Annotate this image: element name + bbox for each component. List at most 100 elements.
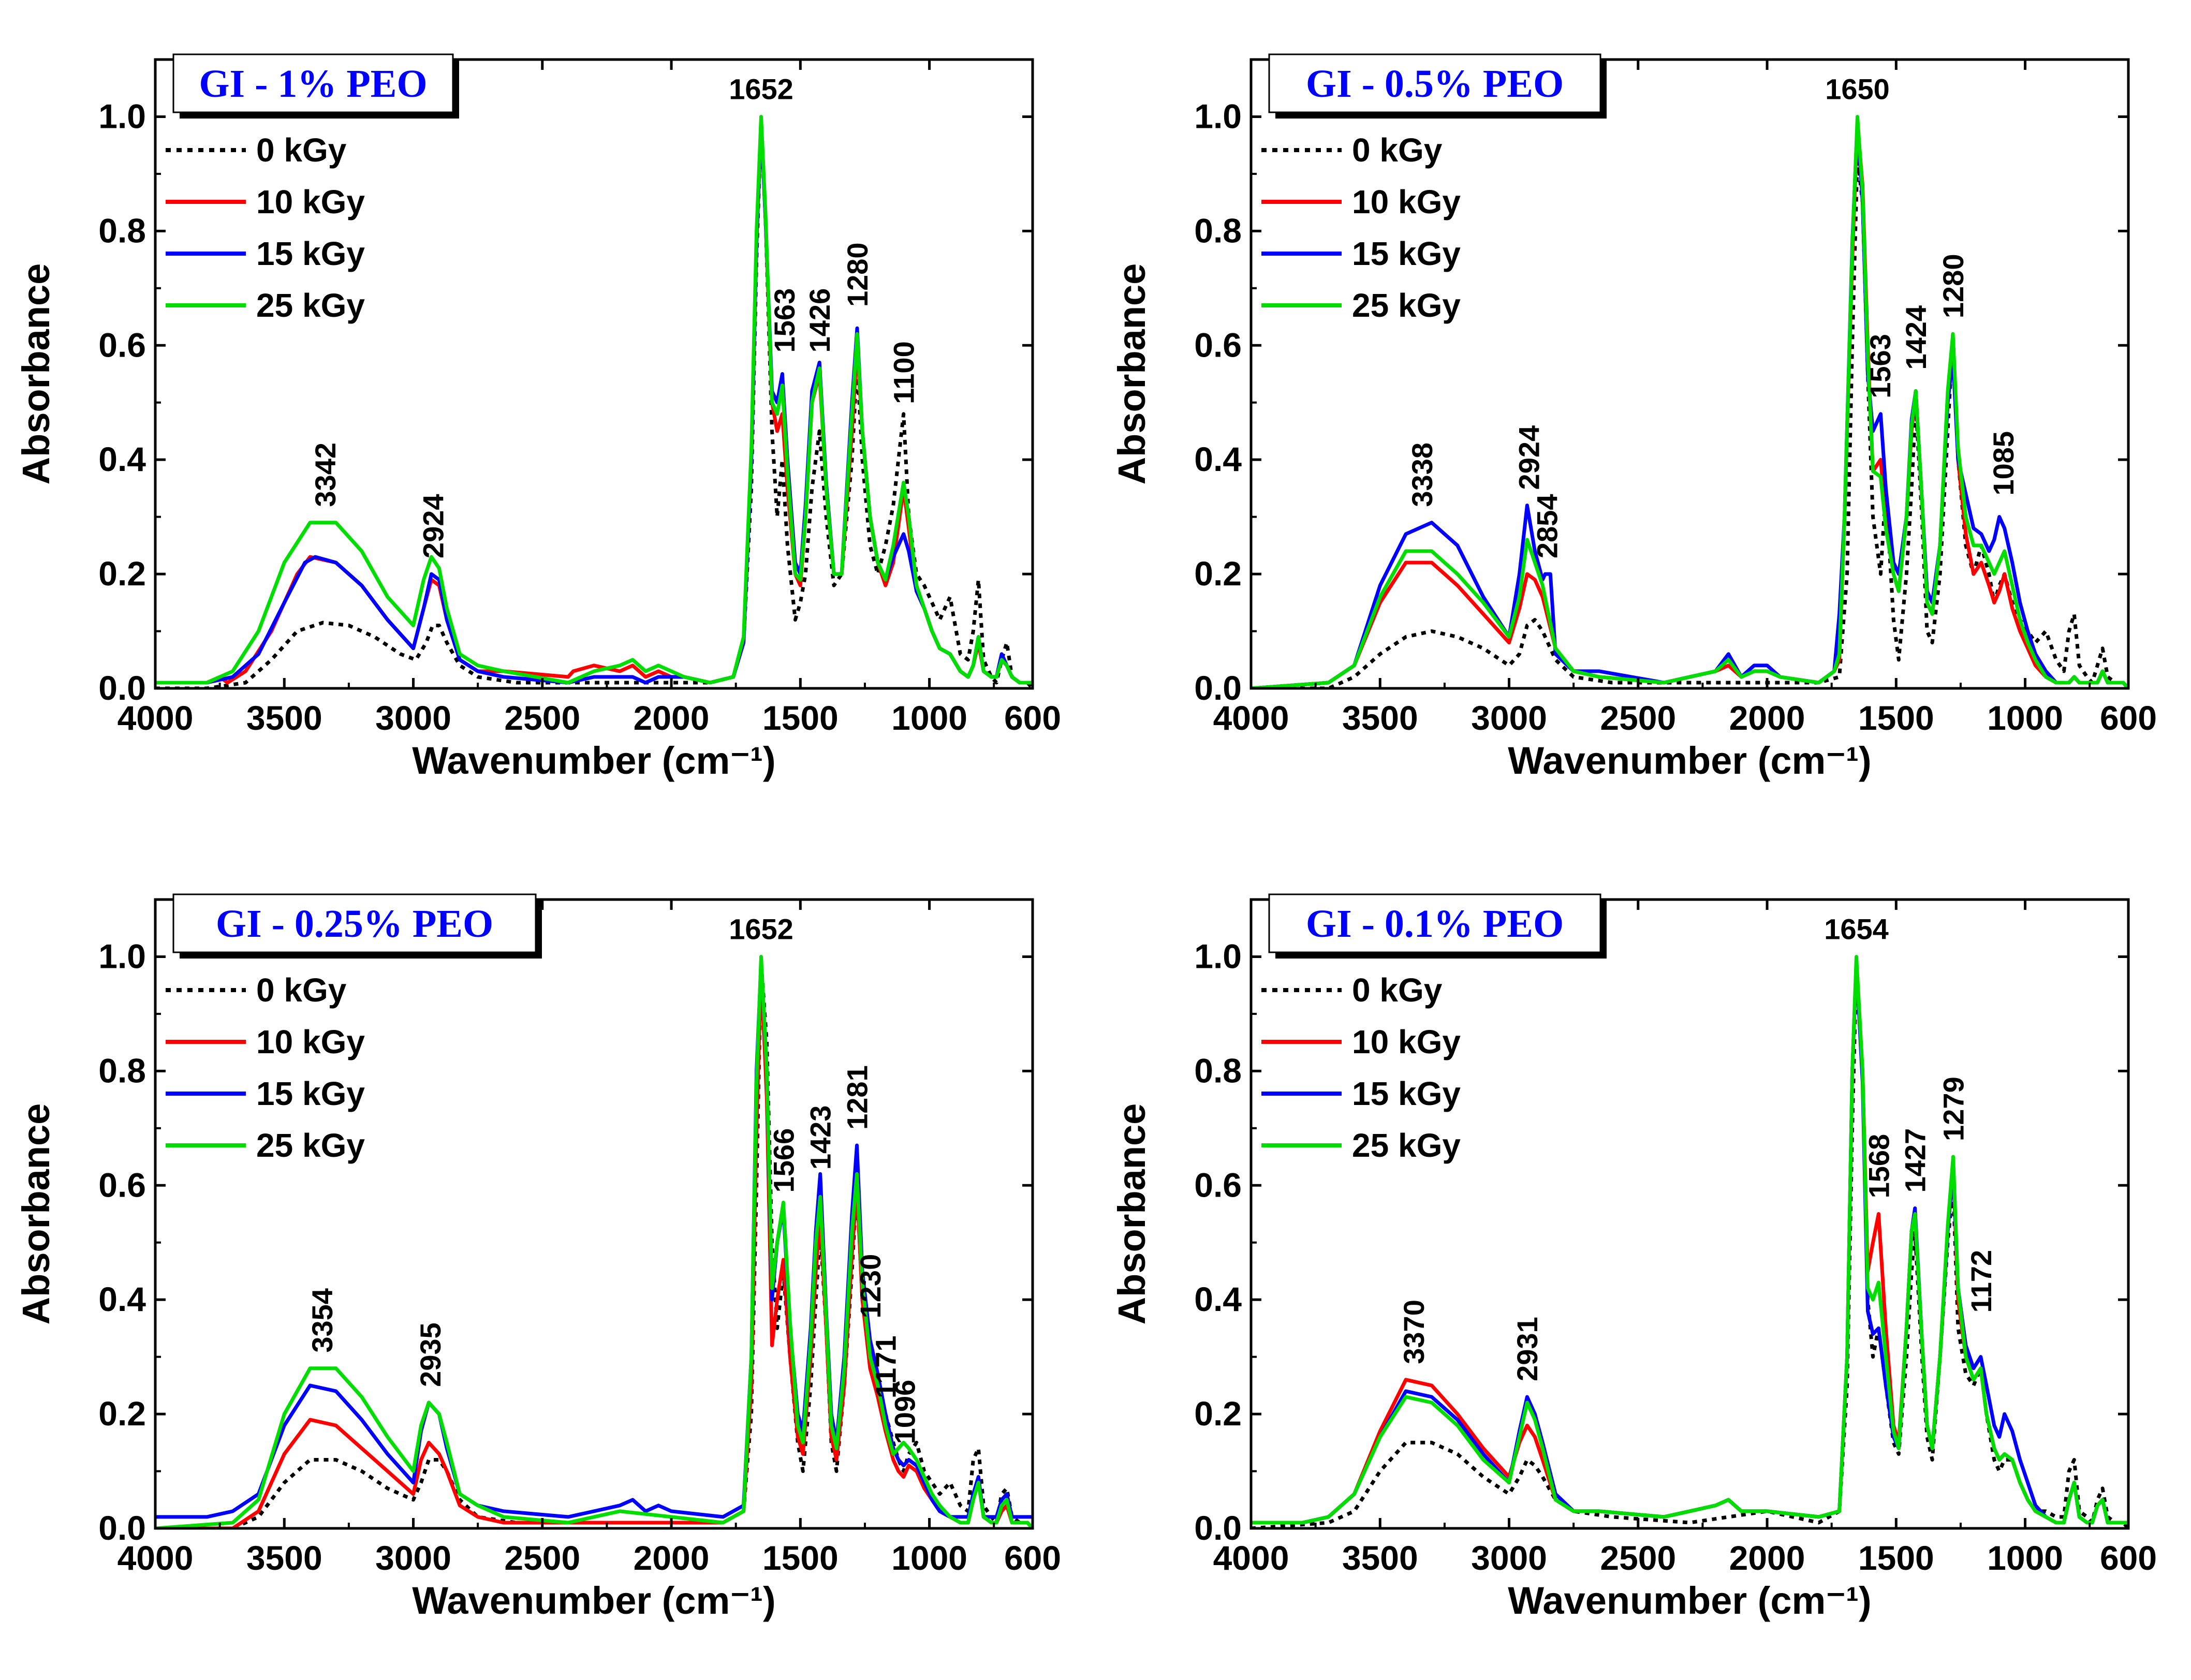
legend-label: 0 kGy	[256, 131, 347, 169]
peak-label: 1426	[803, 288, 836, 353]
peak-label: 3354	[306, 1288, 339, 1353]
y-tick-label: 0.4	[1194, 440, 1242, 478]
y-tick-label: 0.8	[98, 211, 146, 249]
x-tick-label: 3000	[1471, 699, 1547, 737]
series-line-0-kgy	[1251, 155, 2128, 688]
y-tick-label: 0.0	[98, 1509, 146, 1547]
x-tick-label: 3500	[246, 699, 322, 737]
peak-label: 1100	[888, 341, 920, 404]
legend-label: 10 kGy	[1352, 1023, 1461, 1060]
peak-label: 1280	[841, 242, 874, 307]
x-tick-label: 1500	[762, 699, 839, 737]
legend-label: 25 kGy	[1352, 1127, 1461, 1164]
y-tick-label: 0.2	[98, 554, 146, 593]
y-tick-label: 0.2	[1194, 1394, 1242, 1433]
plot-frame	[1249, 58, 2130, 690]
y-tick-label: 1.0	[1194, 97, 1242, 135]
legend-label: 25 kGy	[256, 287, 365, 324]
peak-label: 1424	[1900, 305, 1932, 370]
peak-label: 1652	[729, 912, 793, 945]
chart-title: GI - 0.1% PEO	[1306, 902, 1564, 946]
series-line-0-kgy	[155, 961, 1033, 1528]
legend-label: 10 kGy	[1352, 183, 1461, 220]
x-tick-label: 3000	[375, 699, 451, 737]
y-tick-label: 0.4	[1194, 1280, 1242, 1318]
peak-label: 2924	[1512, 425, 1545, 490]
peak-label: 1566	[767, 1128, 800, 1193]
x-tick-label: 2000	[1729, 1539, 1805, 1577]
peak-label: 1650	[1825, 72, 1890, 105]
series-line-25-kgy	[155, 955, 1033, 1528]
y-axis-label: Absorbance	[14, 1103, 57, 1325]
x-tick-label: 600	[2100, 699, 2157, 737]
legend-label: 0 kGy	[256, 971, 347, 1009]
peak-label: 3342	[309, 443, 342, 507]
y-tick-label: 0.0	[1194, 669, 1242, 707]
plot-frame	[154, 58, 1034, 690]
series-line-0-kgy	[1251, 966, 2128, 1528]
chart-title: GI - 1% PEO	[199, 62, 427, 106]
y-tick-label: 1.0	[98, 937, 146, 975]
y-tick-label: 0.6	[98, 1166, 146, 1204]
y-axis-label: Absorbance	[14, 263, 57, 485]
y-tick-label: 0.4	[98, 1280, 146, 1318]
legend-label: 15 kGy	[1352, 1075, 1461, 1112]
legend-label: 0 kGy	[1352, 131, 1443, 169]
legend-label: 10 kGy	[256, 1023, 365, 1060]
peak-label: 3338	[1406, 443, 1438, 507]
title-box	[172, 53, 454, 113]
peak-label: 1423	[804, 1106, 837, 1170]
legend-label: 15 kGy	[1352, 235, 1461, 272]
y-tick-label: 0.6	[1194, 1166, 1242, 1204]
legend-label: 25 kGy	[256, 1127, 365, 1164]
series-line-25-kgy	[155, 115, 1033, 685]
x-tick-label: 1000	[1987, 1539, 2063, 1577]
panel-gi-1-peo: 4000 3500 3000 2500 2000 1500 1000 600 0.0 0.2 0.4…	[0, 0, 1095, 840]
series-line-25-kgy	[1251, 955, 2128, 1525]
x-tick-label: 1000	[1987, 699, 2063, 737]
x-axis-label: Wavenumber (cm⁻¹)	[1508, 739, 1871, 782]
y-tick-label: 0.6	[98, 326, 146, 364]
x-tick-label: 1500	[1858, 1539, 1934, 1577]
plot-frame	[154, 898, 1034, 1530]
peak-label: 1280	[1937, 254, 1969, 319]
x-tick-label: 600	[2100, 1539, 2157, 1577]
x-tick-label: 3500	[246, 1539, 322, 1577]
series-line-0-kgy	[155, 121, 1033, 688]
x-tick-label: 2000	[1729, 699, 1805, 737]
x-tick-label: 1500	[1858, 699, 1934, 737]
y-tick-label: 0.6	[1194, 326, 1242, 364]
chart-svg: 4000 3500 3000 2500 2000 1500 1000 600 0.0 0.2 0.4…	[1110, 53, 2157, 782]
peak-label: 1652	[729, 72, 793, 105]
y-tick-label: 0.8	[98, 1051, 146, 1089]
x-tick-label: 1000	[891, 699, 967, 737]
chart-svg: 4000 3500 3000 2500 2000 1500 1000 600 0.0 0.2 0.4…	[1110, 893, 2157, 1622]
peak-label: 1563	[1864, 334, 1896, 399]
y-tick-label: 0.8	[1194, 211, 1242, 249]
legend-label: 0 kGy	[1352, 971, 1443, 1009]
x-axis-label: Wavenumber (cm⁻¹)	[1508, 1579, 1871, 1622]
x-tick-label: 2500	[1600, 1539, 1676, 1577]
y-tick-label: 0.2	[1194, 554, 1242, 593]
peak-label: 2935	[414, 1322, 447, 1387]
peak-label: 1279	[1937, 1077, 1969, 1141]
y-tick-label: 0.0	[98, 669, 146, 707]
x-tick-label: 4000	[1213, 699, 1289, 737]
y-tick-label: 0.2	[98, 1394, 146, 1433]
peak-label: 1085	[1987, 431, 2020, 496]
peak-label: 2854	[1531, 494, 1563, 558]
chart-svg: 4000 3500 3000 2500 2000 1500 1000 600 0.0 0.2 0.4…	[14, 893, 1061, 1622]
legend-label: 25 kGy	[1352, 287, 1461, 324]
y-tick-label: 1.0	[98, 97, 146, 135]
peak-label: 2924	[417, 494, 449, 558]
x-tick-label: 2500	[504, 699, 580, 737]
x-tick-label: 600	[1004, 1539, 1061, 1577]
peak-label: 3370	[1398, 1300, 1430, 1364]
x-tick-label: 1500	[762, 1539, 839, 1577]
x-axis-label: Wavenumber (cm⁻¹)	[412, 739, 775, 782]
peak-label: 1654	[1824, 912, 1889, 945]
y-tick-label: 0.4	[98, 440, 146, 478]
chart-title: GI - 0.25% PEO	[216, 902, 493, 946]
title-box	[1268, 53, 1601, 113]
